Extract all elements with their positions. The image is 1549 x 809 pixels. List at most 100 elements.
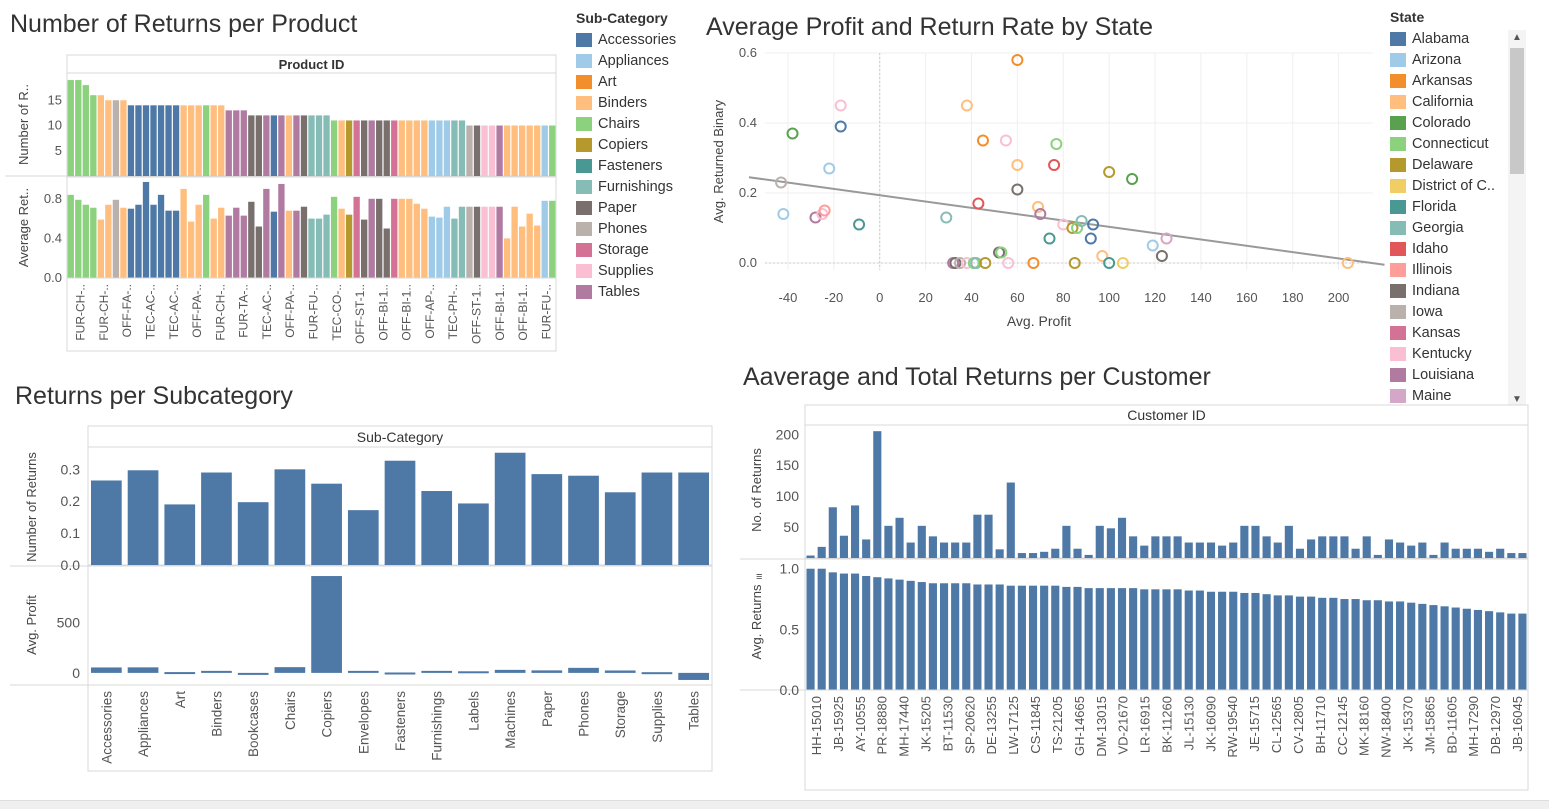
bar (180, 188, 187, 278)
legend-swatch (1390, 304, 1406, 319)
scatter-point (1011, 159, 1024, 171)
legend-item-fasteners[interactable]: Fasteners (576, 155, 676, 176)
y-tick-label: 0.1 (61, 525, 81, 541)
legend-item-paper[interactable]: Paper (576, 197, 676, 218)
bar (315, 115, 323, 176)
scatter-point (777, 208, 790, 220)
bar (488, 206, 496, 278)
bar (1340, 599, 1349, 690)
legend-item-tables[interactable]: Tables (576, 281, 676, 302)
legend-item-state[interactable]: Delaware (1390, 154, 1495, 175)
y-tick-label: 0.0 (739, 255, 757, 270)
legend-item-binders[interactable]: Binders (576, 92, 676, 113)
bar (1017, 553, 1026, 558)
y-tick-label: 0.4 (739, 115, 757, 130)
x-tick-label: 120 (1144, 290, 1166, 305)
subcategory-legend: Sub-Category Accessories Appliances Art Bin… (576, 10, 676, 302)
legend-item-state[interactable]: Louisiana (1390, 364, 1495, 385)
legend-swatch (576, 221, 592, 236)
bar (451, 120, 458, 176)
bar (105, 100, 112, 176)
legend-item-state[interactable]: District of C.. (1390, 175, 1495, 196)
legend-item-state[interactable]: Idaho (1390, 238, 1495, 259)
legend-item-furnishings[interactable]: Furnishings (576, 176, 676, 197)
x-tick-label: MK-18160 (1357, 696, 1372, 756)
bar (1073, 548, 1082, 558)
bottom-scrollbar[interactable] (0, 800, 1549, 809)
bar (458, 671, 489, 674)
bar (150, 204, 157, 278)
bar (973, 584, 982, 690)
column-header: Customer ID (1127, 407, 1206, 423)
state-legend-scrollbar[interactable]: ▲ ▼ (1508, 30, 1526, 408)
bar (75, 199, 82, 278)
bar (187, 105, 195, 176)
scatter-point (954, 257, 967, 269)
x-tick-label: -40 (779, 290, 798, 305)
legend-item-copiers[interactable]: Copiers (576, 134, 676, 155)
scrollbar-thumb[interactable] (1510, 48, 1524, 174)
bar (157, 194, 165, 278)
bar (1340, 536, 1349, 558)
legend-item-storage[interactable]: Storage (576, 239, 676, 260)
x-tick-label: OFF-BI-1.. (493, 284, 507, 341)
legend-label: Appliances (598, 52, 669, 69)
legend-item-chairs[interactable]: Chairs (576, 113, 676, 134)
legend-label: Copiers (598, 136, 648, 153)
legend-item-art[interactable]: Art (576, 71, 676, 92)
legend-item-state[interactable]: Georgia (1390, 217, 1495, 238)
legend-item-state[interactable]: Illinois (1390, 259, 1495, 280)
legend-item-appliances[interactable]: Appliances (576, 50, 676, 71)
legend-item-state[interactable]: Indiana (1390, 280, 1495, 301)
bar (201, 472, 232, 565)
legend-item-state[interactable]: California (1390, 91, 1495, 112)
bar (91, 480, 122, 565)
x-tick-label: LR-16915 (1138, 696, 1153, 753)
bar (270, 115, 278, 176)
legend-item-accessories[interactable]: Accessories (576, 29, 676, 50)
bar (1106, 528, 1115, 558)
scatter-point (995, 246, 1008, 259)
legend-item-state[interactable]: Iowa (1390, 301, 1495, 322)
bar (1006, 585, 1015, 690)
legend-item-state[interactable]: Kentucky (1390, 343, 1495, 364)
bar (951, 583, 960, 690)
bar (1451, 548, 1460, 558)
bar (376, 198, 383, 278)
bar (494, 452, 526, 565)
x-tick-label: FUR-CH-.. (97, 284, 111, 341)
bar (1206, 591, 1216, 690)
legend-swatch (576, 32, 592, 47)
legend-item-state[interactable]: Alabama (1390, 28, 1495, 49)
legend-label: Phones (598, 220, 648, 237)
bar (240, 110, 247, 176)
x-tick-label: CC-12145 (1335, 696, 1350, 755)
legend-item-phones[interactable]: Phones (576, 218, 676, 239)
bar (1240, 592, 1249, 690)
legend-item-state[interactable]: Colorado (1390, 112, 1495, 133)
scroll-up-icon[interactable]: ▲ (1512, 32, 1522, 43)
legend-item-state[interactable]: Arkansas (1390, 70, 1495, 91)
scroll-down-icon[interactable]: ▼ (1512, 394, 1522, 405)
bar (678, 672, 709, 680)
legend-item-state[interactable]: Arizona (1390, 49, 1495, 70)
bar (233, 207, 240, 278)
legend-item-state[interactable]: Kansas (1390, 322, 1495, 343)
legend-item-state[interactable]: Connecticut (1390, 133, 1495, 154)
bar (1062, 525, 1071, 558)
y-tick-label: 0.4 (44, 230, 62, 245)
legend-item-supplies[interactable]: Supplies (576, 260, 676, 281)
bar (906, 542, 915, 558)
bar (353, 196, 360, 278)
column-header: Sub-Category (357, 429, 443, 445)
legend-swatch (1390, 73, 1406, 88)
x-tick-label: Machines (503, 691, 518, 749)
legend-item-state[interactable]: Maine (1390, 385, 1495, 406)
bar (604, 492, 636, 565)
bar (1262, 536, 1271, 558)
bar (421, 208, 428, 278)
legend-item-state[interactable]: Florida (1390, 196, 1495, 217)
bar (90, 95, 97, 176)
legend-label: Arkansas (1412, 72, 1473, 89)
bar (413, 120, 420, 176)
